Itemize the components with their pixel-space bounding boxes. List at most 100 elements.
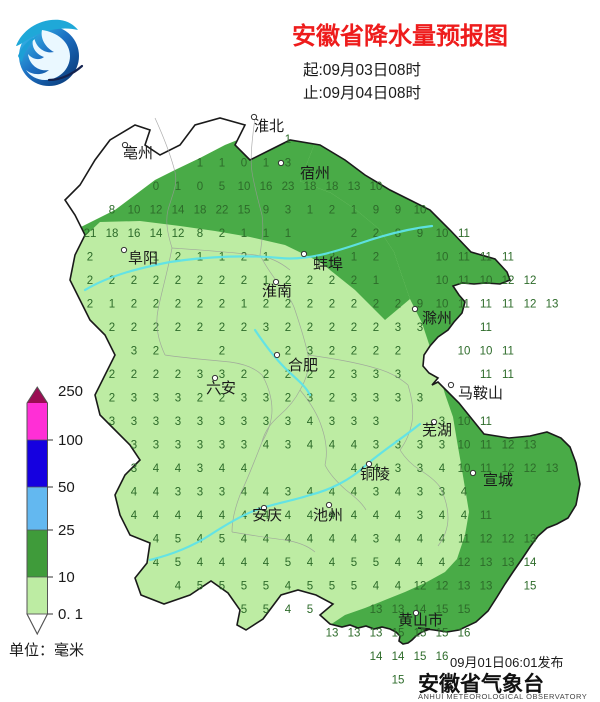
svg-text:3: 3 bbox=[131, 416, 137, 428]
svg-text:2: 2 bbox=[285, 346, 291, 358]
svg-text:4: 4 bbox=[219, 463, 226, 475]
svg-text:1: 1 bbox=[241, 228, 247, 240]
svg-text:4: 4 bbox=[439, 510, 446, 522]
svg-text:3: 3 bbox=[109, 416, 115, 428]
svg-text:2: 2 bbox=[329, 299, 335, 311]
svg-text:4: 4 bbox=[351, 440, 358, 452]
svg-text:2: 2 bbox=[263, 299, 269, 311]
svg-text:2: 2 bbox=[153, 322, 159, 334]
svg-text:5: 5 bbox=[373, 557, 379, 569]
svg-text:2: 2 bbox=[219, 322, 225, 334]
svg-text:3: 3 bbox=[153, 393, 159, 405]
svg-text:11: 11 bbox=[480, 322, 492, 334]
svg-text:4: 4 bbox=[351, 534, 358, 546]
svg-text:2: 2 bbox=[241, 322, 247, 334]
svg-text:4: 4 bbox=[307, 440, 314, 452]
svg-text:10: 10 bbox=[58, 569, 75, 586]
svg-text:12: 12 bbox=[502, 534, 515, 546]
svg-text:4: 4 bbox=[285, 604, 292, 616]
svg-text:蚌埠: 蚌埠 bbox=[313, 255, 343, 273]
svg-text:10: 10 bbox=[458, 440, 471, 452]
svg-text:2: 2 bbox=[197, 393, 203, 405]
svg-text:11: 11 bbox=[502, 346, 514, 358]
svg-text:3: 3 bbox=[153, 416, 159, 428]
svg-text:2: 2 bbox=[109, 369, 115, 381]
svg-text:2: 2 bbox=[87, 252, 93, 264]
svg-text:2: 2 bbox=[351, 346, 357, 358]
svg-text:9: 9 bbox=[373, 205, 379, 217]
svg-text:8: 8 bbox=[197, 228, 203, 240]
svg-text:5: 5 bbox=[307, 581, 313, 593]
svg-text:4: 4 bbox=[153, 534, 160, 546]
svg-text:阜阳: 阜阳 bbox=[128, 250, 158, 267]
svg-text:4: 4 bbox=[307, 557, 314, 569]
svg-text:4: 4 bbox=[175, 510, 182, 522]
svg-text:13: 13 bbox=[480, 581, 493, 593]
svg-text:4: 4 bbox=[285, 581, 292, 593]
svg-text:3: 3 bbox=[395, 393, 401, 405]
svg-text:2: 2 bbox=[329, 346, 335, 358]
svg-text:0: 0 bbox=[153, 181, 159, 193]
svg-text:4: 4 bbox=[395, 581, 402, 593]
svg-text:22: 22 bbox=[216, 205, 229, 217]
svg-text:4: 4 bbox=[329, 557, 336, 569]
svg-text:4: 4 bbox=[373, 581, 380, 593]
svg-text:0: 0 bbox=[197, 181, 203, 193]
svg-text:5: 5 bbox=[241, 581, 247, 593]
svg-text:3: 3 bbox=[395, 463, 401, 475]
svg-text:六安: 六安 bbox=[206, 380, 236, 397]
svg-text:合肥: 合肥 bbox=[288, 357, 318, 374]
svg-text:8: 8 bbox=[395, 228, 401, 240]
svg-text:11: 11 bbox=[480, 369, 492, 381]
svg-text:2: 2 bbox=[109, 393, 115, 405]
svg-text:5: 5 bbox=[175, 557, 181, 569]
svg-text:1: 1 bbox=[285, 134, 291, 146]
svg-text:1: 1 bbox=[307, 205, 313, 217]
svg-text:3: 3 bbox=[417, 510, 423, 522]
svg-text:2: 2 bbox=[219, 275, 225, 287]
svg-text:4: 4 bbox=[219, 510, 226, 522]
svg-text:12: 12 bbox=[172, 228, 185, 240]
svg-text:单位：毫米: 单位：毫米 bbox=[9, 641, 84, 659]
svg-text:12: 12 bbox=[524, 463, 537, 475]
svg-text:2: 2 bbox=[153, 275, 159, 287]
svg-text:3: 3 bbox=[197, 369, 203, 381]
svg-text:2: 2 bbox=[131, 275, 137, 287]
svg-text:12: 12 bbox=[502, 275, 515, 287]
svg-text:2: 2 bbox=[241, 275, 247, 287]
svg-text:2: 2 bbox=[263, 369, 269, 381]
svg-text:3: 3 bbox=[197, 463, 203, 475]
svg-text:3: 3 bbox=[285, 440, 291, 452]
svg-text:安庆: 安庆 bbox=[252, 507, 282, 524]
svg-text:3: 3 bbox=[351, 369, 357, 381]
svg-text:12: 12 bbox=[502, 440, 515, 452]
svg-text:3: 3 bbox=[131, 463, 137, 475]
svg-text:3: 3 bbox=[131, 393, 137, 405]
svg-text:3: 3 bbox=[263, 322, 269, 334]
svg-text:23: 23 bbox=[282, 181, 295, 193]
svg-text:15: 15 bbox=[524, 581, 537, 593]
svg-text:4: 4 bbox=[175, 463, 182, 475]
svg-text:13: 13 bbox=[546, 299, 559, 311]
svg-text:4: 4 bbox=[241, 557, 248, 569]
svg-text:10: 10 bbox=[458, 346, 471, 358]
svg-text:3: 3 bbox=[373, 440, 379, 452]
svg-text:5: 5 bbox=[197, 581, 203, 593]
svg-text:18: 18 bbox=[106, 228, 119, 240]
svg-text:淮南: 淮南 bbox=[262, 283, 292, 300]
svg-text:4: 4 bbox=[395, 534, 402, 546]
svg-text:3: 3 bbox=[263, 393, 269, 405]
svg-text:10: 10 bbox=[480, 346, 493, 358]
svg-text:4: 4 bbox=[263, 557, 270, 569]
svg-text:11: 11 bbox=[458, 275, 470, 287]
svg-text:4: 4 bbox=[373, 510, 380, 522]
svg-text:11: 11 bbox=[480, 510, 492, 522]
svg-text:5: 5 bbox=[329, 581, 335, 593]
svg-text:14: 14 bbox=[172, 205, 185, 217]
svg-text:15: 15 bbox=[238, 205, 251, 217]
svg-text:2: 2 bbox=[87, 299, 93, 311]
svg-text:14: 14 bbox=[150, 228, 163, 240]
svg-text:1: 1 bbox=[197, 158, 203, 170]
svg-text:3: 3 bbox=[241, 393, 247, 405]
svg-text:5: 5 bbox=[351, 557, 357, 569]
